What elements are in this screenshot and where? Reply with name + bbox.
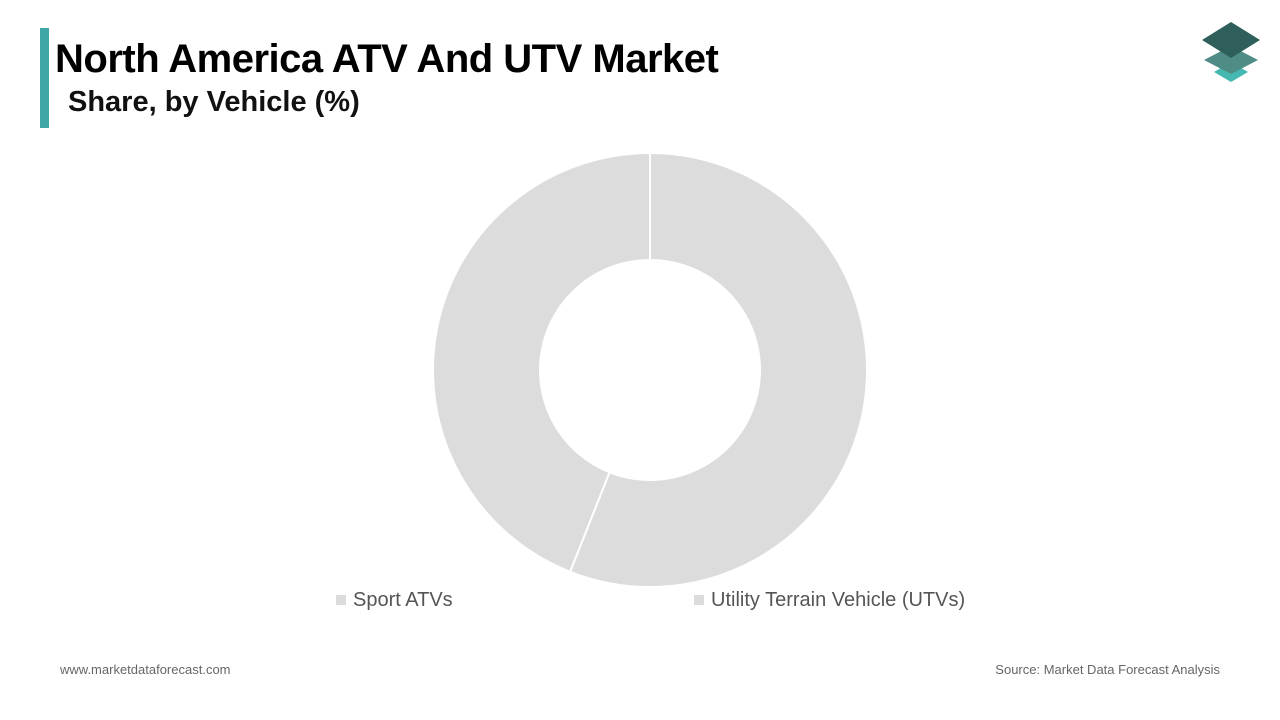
- chart-legend: Sport ATVs Utility Terrain Vehicle (UTVs…: [0, 586, 1280, 614]
- donut-slice-sport-atvs: [432, 151, 651, 574]
- stacked-layers-logo-icon: [1202, 22, 1260, 82]
- legend-swatch-utvs: [694, 595, 704, 605]
- legend-item-sport-atvs: Sport ATVs: [336, 586, 453, 614]
- legend-swatch-sport-atvs: [336, 595, 346, 605]
- logo-layer-top: [1202, 22, 1260, 58]
- legend-item-utvs: Utility Terrain Vehicle (UTVs): [694, 586, 965, 614]
- donut-chart: [432, 151, 868, 588]
- legend-label-sport-atvs: Sport ATVs: [353, 588, 453, 611]
- legend-label-utvs: Utility Terrain Vehicle (UTVs): [711, 588, 966, 611]
- chart-subtitle: Share, by Vehicle (%): [68, 86, 360, 118]
- logo-layer-middle: [1204, 46, 1258, 74]
- footer-website: www.marketdataforecast.com: [60, 662, 231, 677]
- donut-slice-utility-terrain-vehicle-utvs: [568, 151, 868, 588]
- footer-source: Source: Market Data Forecast Analysis: [995, 662, 1220, 677]
- title-accent-bar: [40, 28, 49, 128]
- chart-title: North America ATV And UTV Market: [55, 37, 719, 81]
